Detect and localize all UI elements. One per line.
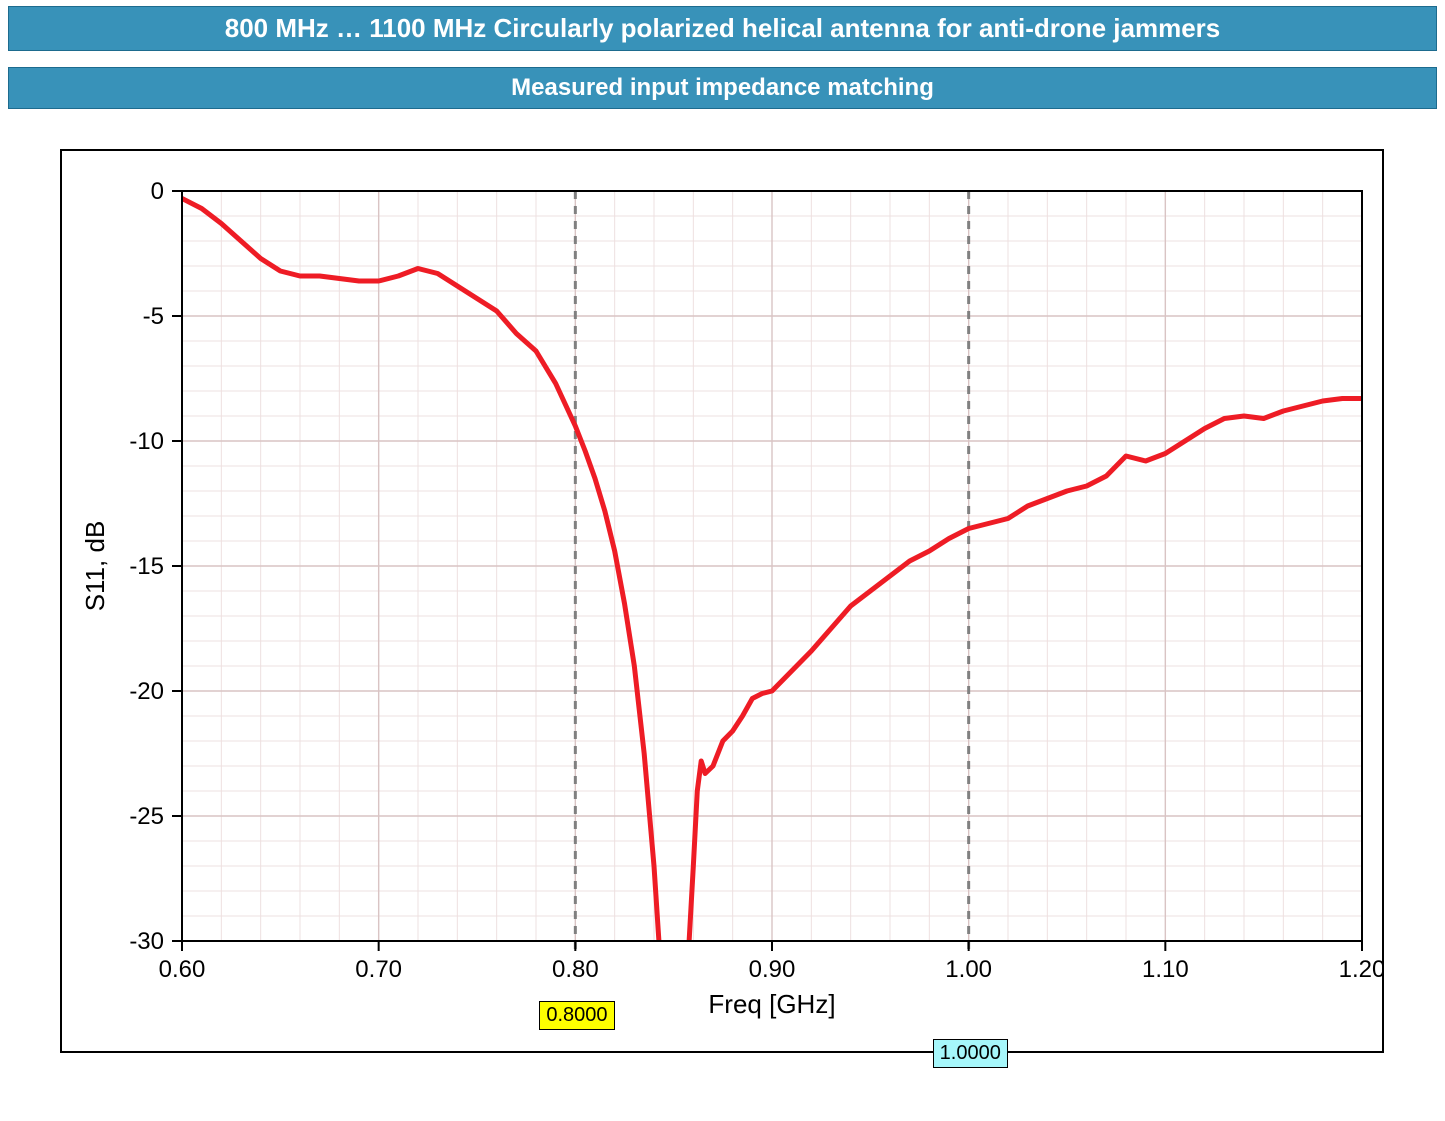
svg-text:-5: -5 bbox=[143, 303, 164, 330]
svg-text:0.90: 0.90 bbox=[749, 956, 796, 983]
marker-flag: 1.0000 bbox=[933, 1039, 1008, 1068]
svg-text:-30: -30 bbox=[129, 928, 164, 955]
marker-flag: 0.8000 bbox=[539, 1001, 614, 1030]
subtitle-banner: Measured input impedance matching bbox=[8, 67, 1437, 109]
title-banner: 800 MHz … 1100 MHz Circularly polarized … bbox=[8, 6, 1437, 51]
svg-text:-25: -25 bbox=[129, 803, 164, 830]
svg-text:0: 0 bbox=[151, 178, 164, 205]
svg-text:-20: -20 bbox=[129, 678, 164, 705]
svg-text:0.80: 0.80 bbox=[552, 956, 599, 983]
page-root: 800 MHz … 1100 MHz Circularly polarized … bbox=[0, 6, 1445, 1121]
svg-text:-15: -15 bbox=[129, 553, 164, 580]
svg-text:S11, dB: S11, dB bbox=[80, 521, 110, 612]
svg-text:1.20: 1.20 bbox=[1339, 956, 1382, 983]
svg-text:Freq [GHz]: Freq [GHz] bbox=[708, 989, 835, 1019]
svg-text:1.00: 1.00 bbox=[945, 956, 992, 983]
svg-text:0.70: 0.70 bbox=[355, 956, 402, 983]
plot-area: 0.60 0.70 0.80 0.90 1.00 1.10 1.20 0 -5 -10 -15 -20… bbox=[62, 151, 1382, 1051]
s11-chart-svg: 0.60 0.70 0.80 0.90 1.00 1.10 1.20 0 -5 -10 -15 -20… bbox=[62, 151, 1382, 1051]
svg-text:0.60: 0.60 bbox=[159, 956, 206, 983]
chart-container: 0.60 0.70 0.80 0.90 1.00 1.10 1.20 0 -5 -10 -15 -20… bbox=[60, 149, 1384, 1053]
svg-text:-10: -10 bbox=[129, 428, 164, 455]
svg-text:1.10: 1.10 bbox=[1142, 956, 1189, 983]
